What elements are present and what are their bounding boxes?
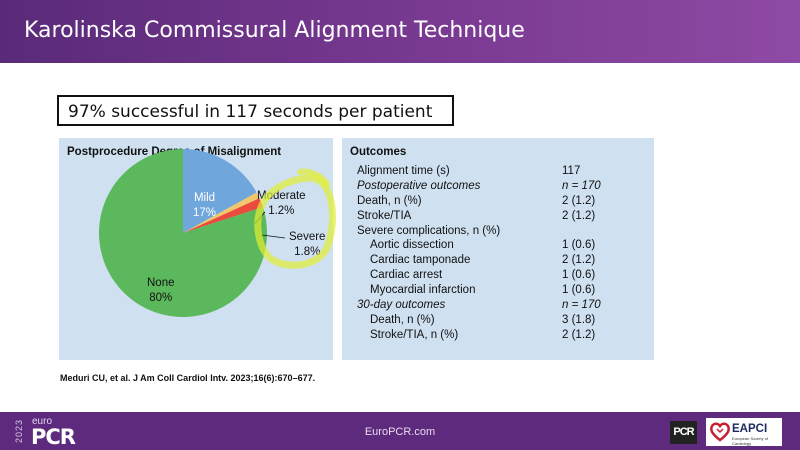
outcome-value: 2 (1.2) (562, 194, 596, 207)
eapci-logo: EAPCI European Society of Cardiology (706, 418, 782, 446)
outcome-label: Severe complications, n (%) (357, 224, 501, 237)
pie-slice-none (99, 149, 268, 317)
outcome-label: Stroke/TIA, n (%) (370, 328, 459, 341)
outcome-row: Cardiac tamponade 2 (1.2) (357, 254, 647, 269)
outcome-label: Death, n (%) (357, 194, 422, 207)
outcome-value: n = 170 (562, 179, 601, 192)
footer-url[interactable]: EuroPCR.com (364, 426, 436, 438)
outcome-row: Cardiac arrest 1 (0.6) (357, 269, 647, 284)
outcome-row: Myocardial infarction 1 (0.6) (357, 284, 647, 299)
slide-footer: 2023 euro PCR EuroPCR.com (0, 412, 800, 450)
outcome-value: 117 (562, 165, 581, 177)
pie-label-severe: Severe 1.8% (289, 231, 326, 258)
pie-chart-panel: Postprocedure Degree of Misalignment Mil… (59, 138, 333, 360)
outcome-row: Stroke/TIA, n (%) 2 (1.2) (357, 329, 647, 344)
outcome-label: Aortic dissection (370, 239, 454, 252)
outcome-label: Stroke/TIA (357, 209, 412, 222)
slide-header: Karolinska Commissural Alignment Techniq… (0, 0, 800, 63)
summary-box: 97% successful in 117 seconds per patien… (57, 95, 454, 126)
outcomes-panel: Outcomes Alignment time (s) 117 Postoperat… (342, 138, 654, 360)
outcome-value: 2 (1.2) (562, 209, 596, 222)
outcome-label: Myocardial infarction (370, 284, 476, 297)
outcome-label: Death, n (%) (370, 313, 435, 326)
outcome-label: Postoperative outcomes (357, 179, 481, 192)
outcome-value: 1 (0.6) (562, 284, 596, 297)
outcome-label: Alignment time (s) (357, 165, 450, 177)
citation: Meduri CU, et al. J Am Coll Cardiol Intv… (60, 373, 316, 383)
outcome-row: Aortic dissection 1 (0.6) (357, 239, 647, 254)
summary-text: 97% successful in 117 seconds per patien… (68, 102, 433, 122)
outcome-value: n = 170 (562, 299, 601, 312)
pie-chart (99, 149, 286, 317)
outcome-row: Severe complications, n (%) (357, 225, 647, 240)
outcome-value: 3 (1.8) (562, 313, 596, 326)
outcomes-title: Outcomes (350, 146, 407, 158)
outcomes-table: Alignment time (s) 117 Postoperative outco… (357, 165, 647, 344)
outcome-row: Postoperative outcomes n = 170 (357, 180, 647, 195)
pie-label-none: None 80% (147, 277, 175, 304)
pie-slice-moderate (183, 192, 260, 233)
slide-title: Karolinska Commissural Alignment Techniq… (24, 18, 525, 43)
outcome-row: Death, n (%) 3 (1.8) (357, 314, 647, 329)
pcr-badge-logo: PCR (670, 421, 697, 444)
heart-icon (710, 422, 730, 442)
pie-slice-mild (183, 149, 257, 233)
outcome-row: Alignment time (s) 117 (357, 165, 647, 180)
outcome-label: Cardiac arrest (370, 269, 443, 282)
pie-slice-severe (183, 198, 263, 233)
outcome-label: Cardiac tamponade (370, 254, 471, 267)
outcome-label: 30-day outcomes (357, 299, 446, 312)
outcome-value: 1 (0.6) (562, 269, 596, 282)
outcome-value: 1 (0.6) (562, 239, 596, 252)
outcome-value: 2 (1.2) (562, 254, 596, 267)
pie-label-mild: Mild 17% (193, 192, 217, 219)
outcome-value: 2 (1.2) (562, 328, 596, 341)
outcome-row: Death, n (%) 2 (1.2) (357, 195, 647, 210)
pie-label-moderate: Moderate 1.2% (257, 190, 306, 217)
outcome-row: Stroke/TIA 2 (1.2) (357, 210, 647, 225)
outcome-row: 30-day outcomes n = 170 (357, 299, 647, 314)
